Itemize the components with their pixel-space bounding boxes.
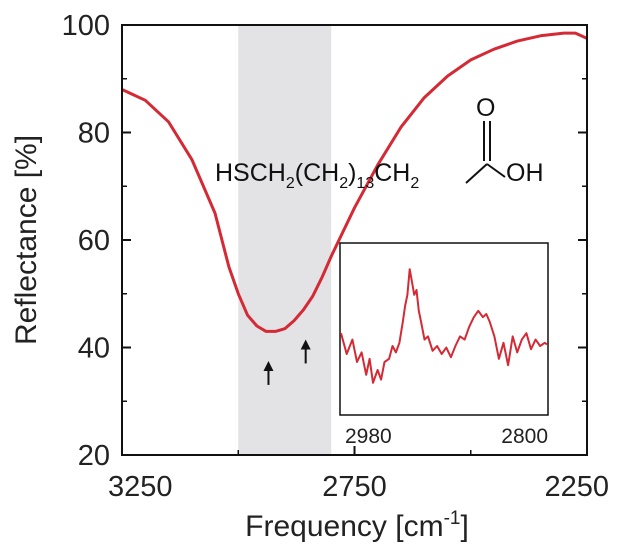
y-tick-label: 100 bbox=[62, 10, 110, 42]
x-tick-label: 3250 bbox=[108, 471, 173, 503]
y-axis-ticks: 20 40 60 80 100 bbox=[62, 10, 587, 472]
inset-chart: 2980 2800 bbox=[339, 242, 549, 448]
y-axis-title: Reflectance [%] bbox=[10, 135, 43, 345]
reflectance-line bbox=[121, 31, 588, 333]
annotation-arrows bbox=[263, 339, 311, 385]
inset-frame bbox=[339, 242, 549, 416]
chemical-formula: HSCH2(CH2)13CH2 O OH bbox=[215, 94, 544, 192]
formula-bond-1 bbox=[465, 163, 488, 184]
y-tick-label: 60 bbox=[78, 225, 110, 257]
formula-bond-2 bbox=[486, 163, 506, 178]
formula-oxygen: O bbox=[476, 94, 495, 122]
main-series bbox=[121, 31, 588, 333]
x-axis-ticks: 3250 2750 2250 bbox=[108, 446, 609, 503]
x-tick-label: 2250 bbox=[544, 471, 609, 503]
y-tick-label: 20 bbox=[78, 440, 110, 472]
x-tick-label: 2750 bbox=[322, 471, 387, 503]
arrow-head-1 bbox=[263, 360, 274, 371]
x-axis-title: Frequency [cm-1] bbox=[245, 508, 469, 543]
y-tick-label: 80 bbox=[78, 118, 110, 150]
formula-hydroxyl: OH bbox=[506, 159, 544, 187]
inset-tick-label-right: 2800 bbox=[501, 425, 548, 448]
formula-text: HSCH2(CH2)13CH2 bbox=[215, 159, 419, 192]
y-tick-label: 40 bbox=[78, 333, 110, 365]
arrow-head-2 bbox=[300, 339, 311, 350]
inset-tick-label-left: 2980 bbox=[345, 425, 392, 448]
inset-line bbox=[340, 268, 548, 384]
inset-series bbox=[340, 268, 548, 384]
shaded-band bbox=[238, 25, 332, 455]
plot-background bbox=[238, 25, 332, 455]
